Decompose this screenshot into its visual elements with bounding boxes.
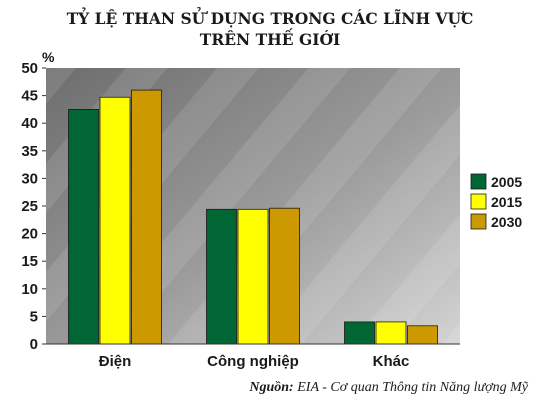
y-tick-label: 15	[21, 253, 38, 270]
source-text: EIA - Cơ quan Thông tin Năng lượng Mỹ	[294, 380, 529, 395]
source-note: Nguồn: EIA - Cơ quan Thông tin Năng lượn…	[248, 380, 528, 395]
y-tick-label: 0	[30, 336, 38, 353]
bar-2005-3	[344, 321, 375, 345]
bar-2030-3	[407, 325, 438, 345]
chart-title-line1: TỶ LỆ THAN SỬ DỤNG TRONG CÁC LĨNH VỰC	[67, 8, 474, 28]
y-tick-label: 30	[21, 170, 38, 187]
bar-2030-1	[131, 89, 162, 345]
y-tick-label: 10	[21, 281, 38, 298]
bars-group	[68, 89, 438, 345]
y-axis-ticks: 0 5 10 15 20 25 30 35 40 45 50	[21, 60, 46, 353]
category-label: Khác	[373, 353, 410, 370]
bar-2005-1	[68, 109, 99, 345]
legend-swatch-2005	[470, 173, 487, 190]
legend-label-2005: 2005	[491, 174, 522, 190]
bar-2015-1	[99, 96, 131, 345]
y-tick-label: 50	[21, 60, 38, 77]
bar-2015-3	[375, 321, 407, 345]
bar-2015-2	[237, 208, 269, 345]
legend-label-2015: 2015	[491, 194, 522, 210]
category-label: Công nghiệp	[207, 353, 299, 370]
y-tick-label: 45	[21, 88, 38, 105]
y-tick-label: 35	[21, 143, 38, 160]
legend: 2005 2015 2030	[470, 173, 522, 230]
y-tick-label: 20	[21, 226, 38, 243]
y-tick-label: 25	[21, 198, 38, 215]
category-labels: Điện Công nghiệp Khác	[99, 353, 410, 370]
bar-2030-2	[269, 207, 300, 345]
y-tick-label: 40	[21, 115, 38, 132]
source-label: Nguồn:	[248, 380, 293, 395]
chart-title-line2: TRÊN THẾ GIỚI	[200, 29, 340, 49]
y-tick-label: 5	[30, 308, 38, 325]
y-axis-unit: %	[42, 49, 55, 65]
legend-label-2030: 2030	[491, 214, 522, 230]
category-label: Điện	[99, 353, 132, 370]
legend-swatch-2015	[470, 193, 487, 210]
legend-swatch-2030	[470, 213, 487, 230]
bar-2005-2	[206, 208, 237, 345]
